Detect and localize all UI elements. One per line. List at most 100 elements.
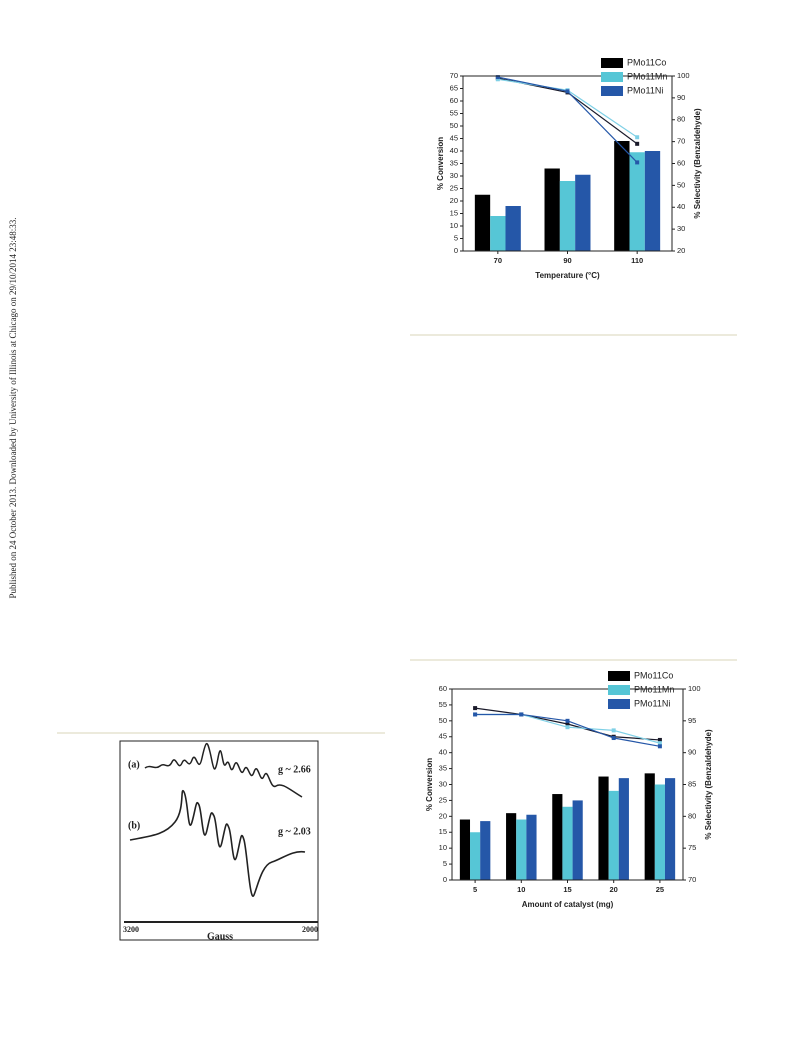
legend-label: PMo11Co <box>634 670 673 680</box>
x-tick-label: 90 <box>563 256 571 265</box>
selectivity-marker <box>657 741 662 746</box>
selectivity-marker <box>635 135 640 140</box>
selectivity-marker <box>657 737 662 742</box>
bar <box>572 800 583 880</box>
bar <box>490 216 506 251</box>
trace-label: (b) <box>128 820 140 831</box>
y-tick-label: 30 <box>450 171 458 180</box>
bar <box>644 773 655 880</box>
x-tick-label: 110 <box>631 256 643 265</box>
legend-swatch <box>608 671 630 681</box>
g-value: g ~ 2.03 <box>278 826 311 837</box>
bar <box>474 194 491 251</box>
bar <box>562 806 573 880</box>
x-axis-title: Temperature (°C) <box>535 271 600 280</box>
x-tick-label: 5 <box>473 885 477 894</box>
selectivity-marker <box>635 160 640 165</box>
y-tick-label: 15 <box>450 208 458 217</box>
bar <box>629 152 645 251</box>
y-tick-label: 20 <box>450 196 458 205</box>
y-tick-label: 35 <box>450 158 458 167</box>
x-axis-title: Amount of catalyst (mg) <box>522 900 614 909</box>
figure-frame <box>119 740 319 941</box>
selectivity-marker <box>657 744 662 749</box>
selectivity-marker <box>473 712 478 717</box>
y-tick-label: 20 <box>439 811 447 820</box>
y-tick-label: 25 <box>450 183 458 192</box>
y2-tick-label: 80 <box>677 115 685 124</box>
selectivity-marker <box>519 712 524 717</box>
bar <box>470 832 481 880</box>
selectivity-marker <box>565 718 570 723</box>
legend-label: PMo11Ni <box>634 698 670 708</box>
selectivity-marker <box>473 706 478 711</box>
legend-swatch <box>608 685 630 695</box>
selectivity-marker <box>635 141 640 146</box>
spectrum-a <box>144 743 303 798</box>
bar <box>614 141 630 251</box>
y-tick-label: 50 <box>439 716 447 725</box>
y-tick-label: 60 <box>439 684 447 693</box>
x-tick-label: 70 <box>494 256 502 265</box>
y-tick-label: 60 <box>450 96 458 105</box>
bar <box>544 168 560 251</box>
trace-label: (a) <box>128 759 140 770</box>
y-tick-label: 10 <box>450 221 458 230</box>
y2-axis-title: % Selectivity (Benzaldehyde) <box>693 108 702 219</box>
bar <box>505 206 521 251</box>
selectivity-marker <box>565 725 570 730</box>
y2-tick-label: 100 <box>688 684 701 693</box>
y-axis-title: % Conversion <box>425 758 434 811</box>
y-tick-label: 65 <box>450 83 458 92</box>
x-tick-label: 10 <box>517 885 525 894</box>
legend-swatch <box>601 58 623 68</box>
selectivity-marker <box>611 736 616 741</box>
y2-axis-title: % Selectivity (Benzaldehyde) <box>704 729 713 840</box>
bar <box>575 174 591 251</box>
y-tick-label: 40 <box>450 146 458 155</box>
y2-tick-label: 20 <box>677 246 685 255</box>
bar <box>608 790 619 880</box>
bar <box>480 821 491 880</box>
y-tick-label: 55 <box>450 108 458 117</box>
y2-tick-label: 100 <box>677 71 690 80</box>
y-tick-label: 55 <box>439 700 447 709</box>
y-tick-label: 0 <box>454 246 458 255</box>
g-value: g ~ 2.66 <box>278 764 311 775</box>
x-tick-label: 25 <box>656 885 664 894</box>
plot-frame <box>462 75 673 252</box>
y-tick-label: 10 <box>439 843 447 852</box>
x-tick-label: 20 <box>610 885 618 894</box>
selectivity-marker <box>495 77 500 82</box>
bar <box>654 784 665 880</box>
y2-tick-label: 90 <box>677 93 685 102</box>
y-tick-label: 40 <box>439 748 447 757</box>
y2-tick-label: 95 <box>688 716 696 725</box>
y-tick-label: 5 <box>443 859 447 868</box>
chart: 0 5 10 15 20 25 30 35 40 45 50 55 60 70 75 80 85 90 95 100 5… <box>425 670 713 909</box>
legend-label: PMo11Ni <box>627 85 663 95</box>
side-note: Published on 24 October 2013. Downloaded… <box>8 218 18 599</box>
y2-tick-label: 90 <box>688 748 696 757</box>
bar <box>526 814 537 880</box>
legend-swatch <box>601 72 623 82</box>
y2-tick-label: 80 <box>688 811 696 820</box>
y-axis-title: % Conversion <box>436 137 445 190</box>
y-tick-label: 45 <box>439 732 447 741</box>
legend-swatch <box>601 86 623 96</box>
field-label: Gauss <box>207 931 233 942</box>
bar <box>559 181 576 251</box>
bar <box>644 151 661 251</box>
bar <box>459 819 471 880</box>
y2-tick-label: 40 <box>677 202 685 211</box>
y2-tick-label: 50 <box>677 180 685 189</box>
bar <box>664 778 676 880</box>
y-tick-label: 70 <box>450 71 458 80</box>
epr-figure: (a) g ~ 2.66 (b) g ~ 2.03 3200 Gauss 200… <box>119 740 319 942</box>
bar <box>598 776 609 880</box>
y-tick-label: 15 <box>439 827 447 836</box>
y2-tick-label: 30 <box>677 224 685 233</box>
spectrum-b <box>129 789 306 897</box>
y2-tick-label: 60 <box>677 158 685 167</box>
